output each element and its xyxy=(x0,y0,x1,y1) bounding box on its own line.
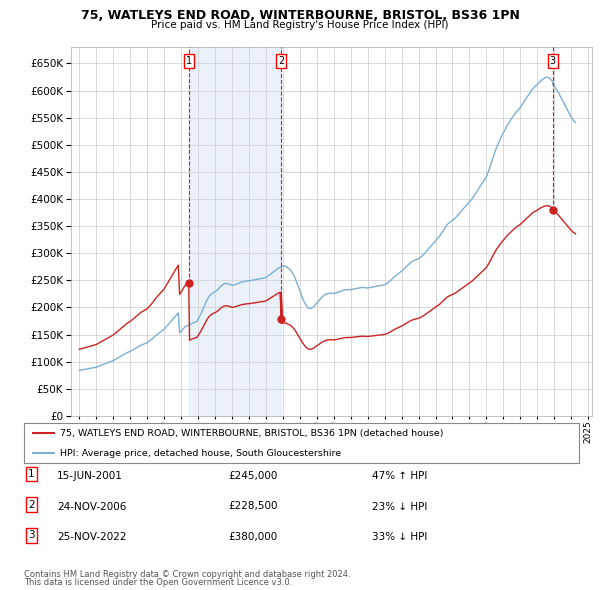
Text: £245,000: £245,000 xyxy=(228,471,277,481)
Text: This data is licensed under the Open Government Licence v3.0.: This data is licensed under the Open Gov… xyxy=(24,578,292,587)
Text: 3: 3 xyxy=(28,530,35,540)
Text: 47% ↑ HPI: 47% ↑ HPI xyxy=(372,471,427,481)
Text: 25-NOV-2022: 25-NOV-2022 xyxy=(57,532,127,542)
Text: 3: 3 xyxy=(550,57,556,67)
Text: 1: 1 xyxy=(28,469,35,479)
Text: Contains HM Land Registry data © Crown copyright and database right 2024.: Contains HM Land Registry data © Crown c… xyxy=(24,571,350,579)
Text: £228,500: £228,500 xyxy=(228,502,277,512)
Text: £380,000: £380,000 xyxy=(228,532,277,542)
Text: 33% ↓ HPI: 33% ↓ HPI xyxy=(372,532,427,542)
Text: Price paid vs. HM Land Registry's House Price Index (HPI): Price paid vs. HM Land Registry's House … xyxy=(151,20,449,30)
Text: 75, WATLEYS END ROAD, WINTERBOURNE, BRISTOL, BS36 1PN (detached house): 75, WATLEYS END ROAD, WINTERBOURNE, BRIS… xyxy=(60,428,443,438)
Text: 24-NOV-2006: 24-NOV-2006 xyxy=(57,502,127,512)
Text: 15-JUN-2001: 15-JUN-2001 xyxy=(57,471,123,481)
Text: 75, WATLEYS END ROAD, WINTERBOURNE, BRISTOL, BS36 1PN: 75, WATLEYS END ROAD, WINTERBOURNE, BRIS… xyxy=(80,9,520,22)
Text: 2: 2 xyxy=(28,500,35,510)
Text: 2: 2 xyxy=(278,57,284,67)
Text: 23% ↓ HPI: 23% ↓ HPI xyxy=(372,502,427,512)
Text: 1: 1 xyxy=(185,57,192,67)
Text: HPI: Average price, detached house, South Gloucestershire: HPI: Average price, detached house, Sout… xyxy=(60,448,341,458)
